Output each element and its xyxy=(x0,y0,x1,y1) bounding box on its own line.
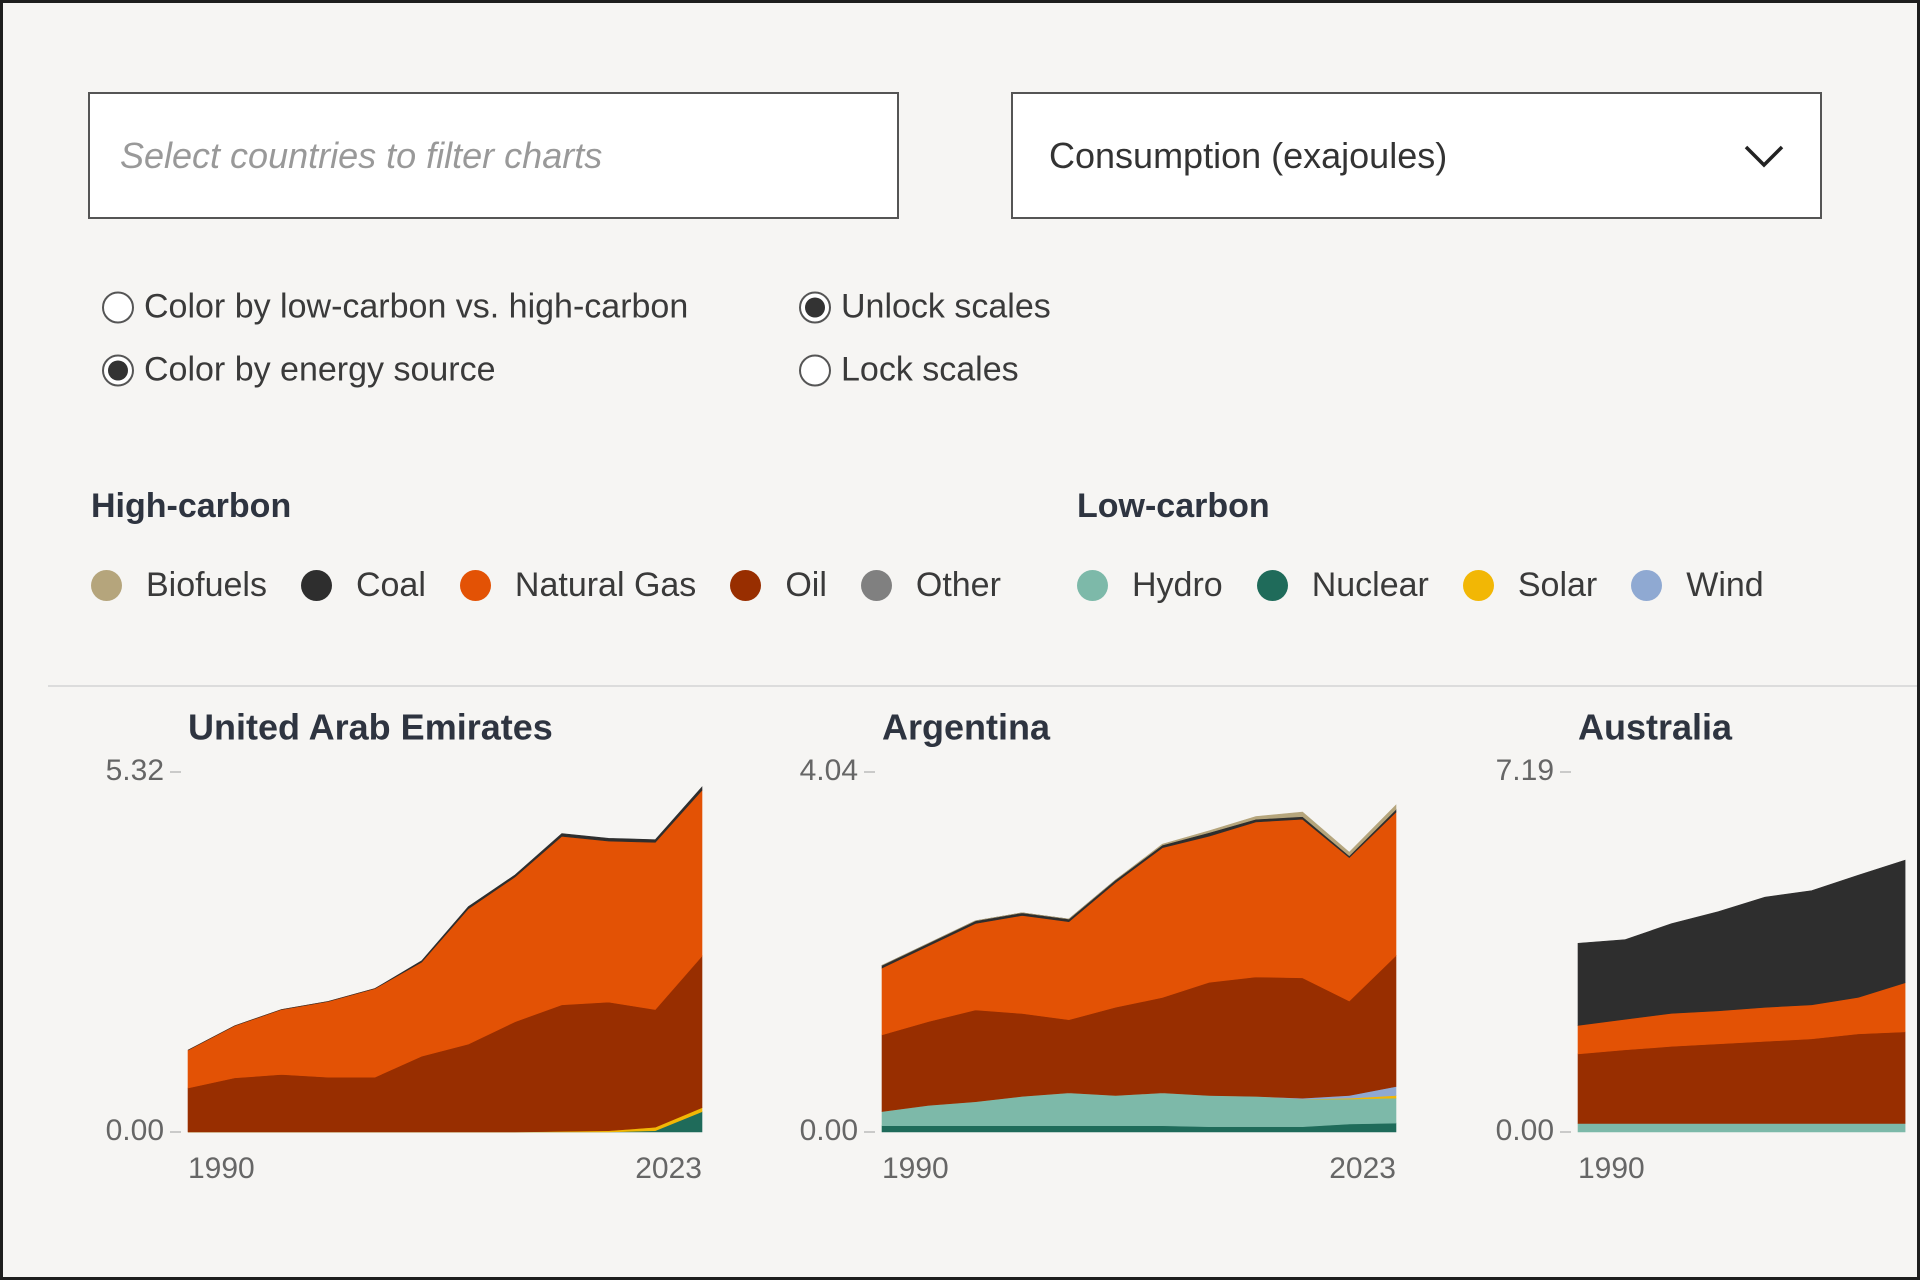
legend-item: Nuclear xyxy=(1256,566,1429,605)
metric-select[interactable]: Consumption (exajoules) xyxy=(1011,92,1822,219)
divider xyxy=(48,685,1917,687)
legend-items: Hydro Nuclear Solar Wind xyxy=(1077,566,1798,605)
radio-circle xyxy=(102,291,134,323)
legend-swatch xyxy=(1631,570,1663,601)
legend-swatch xyxy=(300,570,332,601)
x-tick-label: 1990 xyxy=(188,1152,255,1185)
legend-heading: Low-carbon xyxy=(1077,487,1270,525)
charts: United Arab Emirates 0.00 5.32 1990 2023 Arge… xyxy=(106,707,1906,1185)
radio-circle xyxy=(799,291,831,323)
legend-item: Coal xyxy=(300,566,426,605)
country-search[interactable]: Select countries to filter charts xyxy=(88,92,899,219)
area-series xyxy=(1577,859,1906,1026)
radio-option[interactable]: Color by low-carbon vs. high-carbon xyxy=(102,288,688,327)
radio-option[interactable]: Color by energy source xyxy=(102,351,496,390)
y-tick-label: 0.00 xyxy=(106,1114,164,1147)
chevron-icon xyxy=(1744,145,1784,168)
radio-circle xyxy=(102,354,134,386)
legend-item: Solar xyxy=(1462,566,1598,605)
legend-swatch xyxy=(860,570,892,601)
chart-title: Australia xyxy=(1578,707,1733,748)
legend-item: Wind xyxy=(1631,566,1764,605)
radio-label: Unlock scales xyxy=(841,287,1051,326)
y-tick-label: 0.00 xyxy=(800,1114,858,1147)
radio-label: Lock scales xyxy=(841,350,1019,389)
x-tick-label: 2023 xyxy=(635,1152,702,1185)
x-tick-label: 2023 xyxy=(1329,1152,1396,1185)
legend-swatch xyxy=(459,570,491,601)
legend-label: Other xyxy=(915,566,1001,604)
legend-group: High-carbon Biofuels Coal Natural Gas Oil Oth… xyxy=(91,487,1035,605)
legend-label: Natural Gas xyxy=(514,566,697,604)
legend-heading: High-carbon xyxy=(91,487,292,525)
legend-item: Biofuels xyxy=(91,566,267,605)
legend-swatch xyxy=(91,570,122,601)
legend-label: Hydro xyxy=(1132,566,1223,604)
legend-swatch xyxy=(730,570,762,601)
x-tick-label: 1990 xyxy=(1578,1152,1645,1185)
legend-swatch xyxy=(1077,570,1108,601)
legend-group: Low-carbon Hydro Nuclear Solar Wind xyxy=(1077,487,1798,605)
area-series xyxy=(187,786,703,1051)
select-value: Consumption (exajoules) xyxy=(1049,134,1448,176)
legend-item: Natural Gas xyxy=(459,566,697,605)
legend-label: Biofuels xyxy=(146,566,267,604)
legend-label: Coal xyxy=(355,566,426,604)
radio-dot xyxy=(805,297,825,317)
legend-item: Oil xyxy=(730,566,827,605)
legend-label: Nuclear xyxy=(1311,566,1429,604)
radio-circle xyxy=(799,354,831,386)
legend-item: Other xyxy=(860,566,1001,605)
area-series xyxy=(881,804,1397,966)
radio-label: Color by low-carbon vs. high-carbon xyxy=(144,287,689,326)
legend-label: Solar xyxy=(1517,566,1598,604)
y-tick-label: 0.00 xyxy=(1496,1114,1554,1147)
chart-title: Argentina xyxy=(882,707,1051,748)
radio-option[interactable]: Unlock scales xyxy=(799,288,1051,327)
legend-swatch xyxy=(1256,570,1288,601)
radio-label: Color by energy source xyxy=(144,350,496,389)
y-tick-label: 4.04 xyxy=(800,754,858,787)
legend-swatch xyxy=(1462,570,1494,601)
legend-label: Oil xyxy=(785,566,827,604)
y-tick-label: 5.32 xyxy=(106,754,164,787)
radio-option[interactable]: Lock scales xyxy=(799,351,1019,390)
legend-label: Wind xyxy=(1686,566,1764,604)
chart-title: United Arab Emirates xyxy=(188,707,553,748)
legend-item: Hydro xyxy=(1077,566,1223,605)
radio-dot xyxy=(108,360,128,380)
x-tick-label: 1990 xyxy=(882,1152,949,1185)
area-series xyxy=(1577,1123,1906,1133)
legend-items: Biofuels Coal Natural Gas Oil Other xyxy=(91,566,1035,605)
search-placeholder: Select countries to filter charts xyxy=(120,134,603,176)
y-tick-label: 7.19 xyxy=(1496,754,1554,787)
